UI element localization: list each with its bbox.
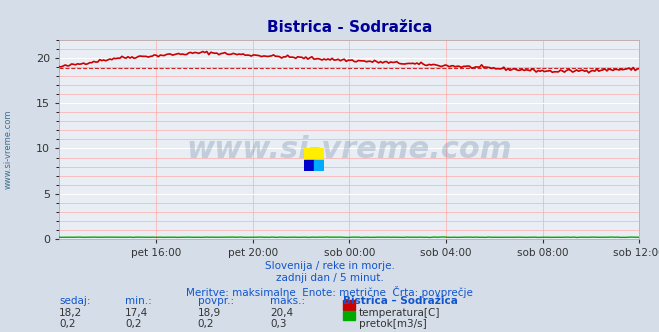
Text: Bistrica – Sodražica: Bistrica – Sodražica: [343, 296, 457, 306]
Text: 18,2: 18,2: [59, 308, 82, 318]
Text: temperatura[C]: temperatura[C]: [359, 308, 441, 318]
Text: min.:: min.:: [125, 296, 152, 306]
Text: 0,3: 0,3: [270, 319, 287, 329]
Text: 17,4: 17,4: [125, 308, 148, 318]
Text: www.si-vreme.com: www.si-vreme.com: [3, 110, 13, 189]
Bar: [343, 300, 355, 310]
Text: Meritve: maksimalne  Enote: metrične  Črta: povprečje: Meritve: maksimalne Enote: metrične Črta…: [186, 286, 473, 298]
Bar: [304, 148, 324, 160]
Text: www.si-vreme.com: www.si-vreme.com: [186, 135, 512, 164]
Text: pretok[m3/s]: pretok[m3/s]: [359, 319, 427, 329]
Text: zadnji dan / 5 minut.: zadnji dan / 5 minut.: [275, 273, 384, 283]
Bar: [304, 160, 314, 171]
Text: povpr.:: povpr.:: [198, 296, 234, 306]
Bar: [343, 311, 355, 320]
Text: 0,2: 0,2: [198, 319, 214, 329]
Bar: [314, 160, 324, 171]
Text: maks.:: maks.:: [270, 296, 305, 306]
Title: Bistrica - Sodražica: Bistrica - Sodražica: [267, 20, 432, 35]
Text: 0,2: 0,2: [125, 319, 142, 329]
Text: Slovenija / reke in morje.: Slovenija / reke in morje.: [264, 261, 395, 271]
Text: 18,9: 18,9: [198, 308, 221, 318]
Text: 20,4: 20,4: [270, 308, 293, 318]
Text: sedaj:: sedaj:: [59, 296, 91, 306]
Text: 0,2: 0,2: [59, 319, 76, 329]
